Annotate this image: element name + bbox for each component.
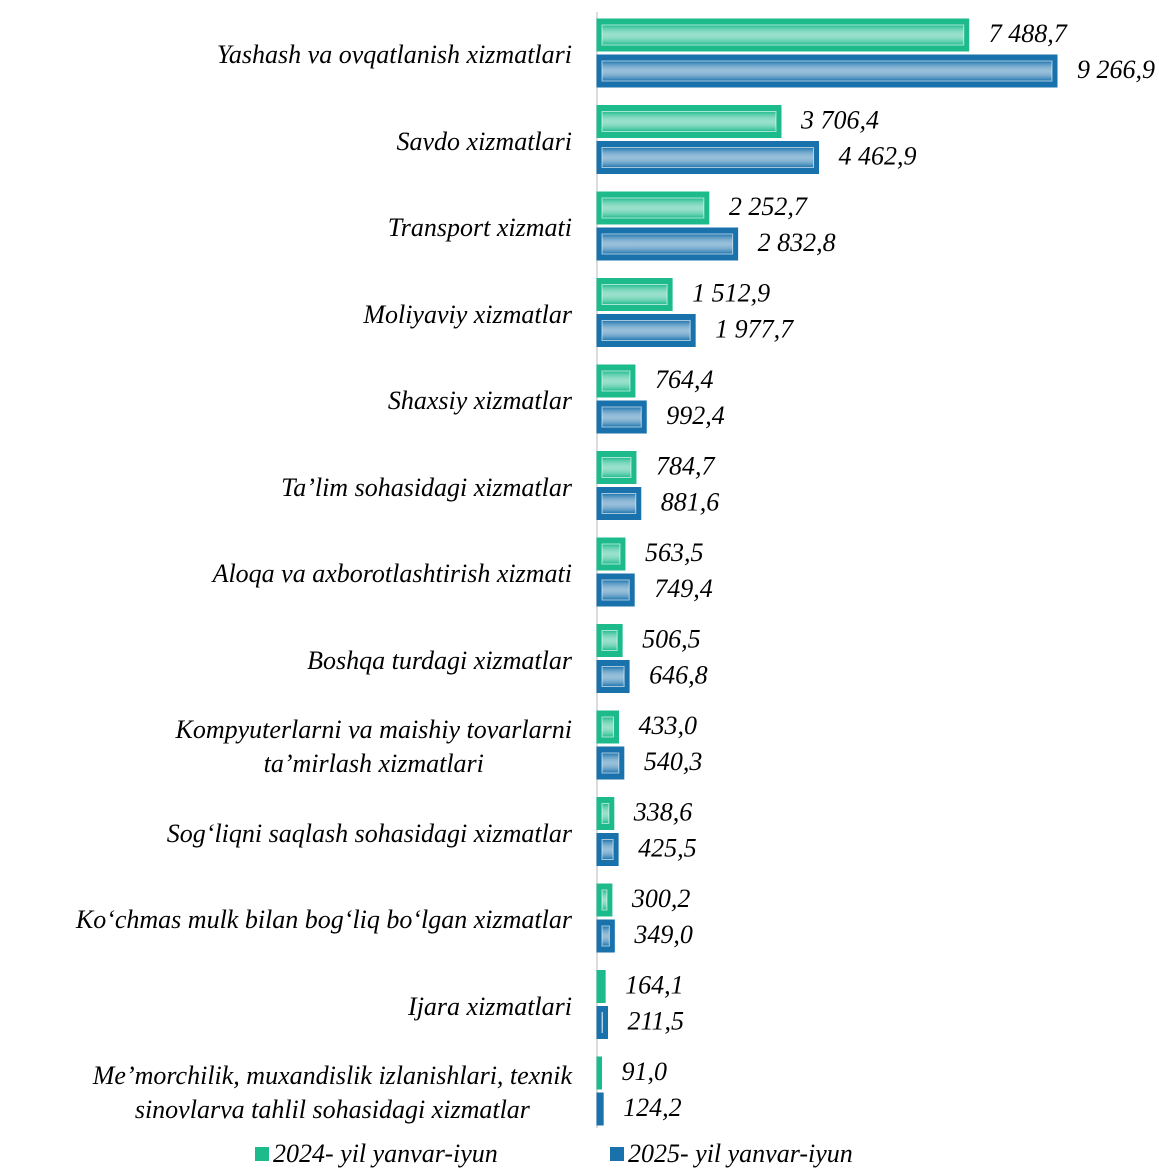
category-label: Me’morchilik, muxandislik izlanishlari, … (92, 1061, 572, 1124)
value-label: 349,0 (633, 920, 693, 949)
value-label: 433,0 (638, 711, 697, 740)
value-label: 646,8 (649, 660, 708, 689)
value-label: 764,4 (655, 365, 714, 394)
bar-highlight (601, 666, 625, 687)
category-label: Shaxsiy xizmatlar (387, 386, 572, 415)
bar-highlight (601, 60, 1053, 82)
bar (596, 1056, 603, 1090)
value-label: 300,2 (631, 884, 691, 913)
value-label: 9 266,9 (1077, 55, 1155, 84)
value-label: 338,6 (633, 797, 693, 826)
value-label: 7 488,7 (989, 19, 1068, 48)
bar-highlight (601, 752, 620, 774)
value-label: 2 252,7 (729, 192, 808, 221)
bar-highlight (601, 716, 614, 738)
category-label: Sog‘liqni saqlash sohasidagi xizmatlar (166, 818, 572, 848)
category-label: Savdo xizmatlari (396, 126, 573, 156)
category-label: Ijara xizmatlari (408, 991, 572, 1021)
category-label: Yashash va ovqatlanish xizmatlari (216, 40, 572, 69)
bar-highlight (601, 543, 621, 565)
bar-highlight (601, 233, 734, 255)
bar-highlight (601, 630, 618, 651)
bar-highlight (601, 320, 691, 341)
category-label: Boshqa turdagi xizmatlar (307, 645, 572, 675)
value-label: 2 832,8 (758, 228, 836, 257)
category-label: Kompyuterlarni va maishiy tovarlarni ta’… (175, 715, 572, 778)
value-label: 164,1 (625, 970, 684, 999)
legend-swatch (610, 1147, 624, 1161)
value-label: 91,0 (622, 1057, 668, 1086)
value-label: 563,5 (645, 538, 704, 567)
value-label: 784,7 (656, 451, 716, 480)
value-label: 749,4 (654, 574, 713, 603)
value-label: 4 462,9 (839, 141, 917, 170)
bar-highlight (601, 889, 608, 911)
bar-highlight (601, 406, 642, 428)
value-label: 1 512,9 (692, 278, 770, 307)
bar-highlight (601, 839, 614, 860)
value-label: 124,2 (623, 1093, 682, 1122)
category-label: Ta’lim sohasidagi xizmatlar (281, 472, 572, 502)
legend-label: 2024- yil yanvar-iyun (273, 1139, 498, 1168)
bar-highlight (601, 197, 705, 219)
bar (596, 1092, 604, 1126)
category-label: Transport xizmati (387, 213, 572, 242)
bar-highlight (601, 493, 637, 514)
bar (596, 970, 606, 1003)
value-label: 992,4 (666, 401, 725, 430)
value-label: 881,6 (661, 487, 720, 516)
category-label: Aloqa va axborotlashtirish xizmati (212, 559, 572, 588)
bar-highlight (601, 579, 630, 601)
value-label: 211,5 (627, 1006, 684, 1035)
bar-highlight (601, 457, 632, 478)
bar-highlight (601, 284, 668, 305)
category-label: Moliyaviy xizmatlar (363, 299, 572, 329)
bar-highlight (601, 370, 631, 392)
value-label: 506,5 (642, 624, 701, 653)
value-label: 1 977,7 (715, 314, 794, 343)
category-label: Ko‘chmas mulk bilan bog‘liq bo‘lgan xizm… (75, 905, 572, 934)
legend-swatch (255, 1147, 269, 1161)
bar-highlight (601, 925, 610, 947)
bar-highlight (601, 803, 610, 824)
bar-highlight (601, 24, 965, 46)
value-label: 3 706,4 (800, 105, 879, 134)
value-label: 425,5 (638, 833, 697, 862)
value-label: 540,3 (644, 747, 703, 776)
bar-highlight (601, 147, 815, 168)
bar-highlight (601, 111, 777, 132)
legend-label: 2025- yil yanvar-iyun (628, 1139, 853, 1168)
